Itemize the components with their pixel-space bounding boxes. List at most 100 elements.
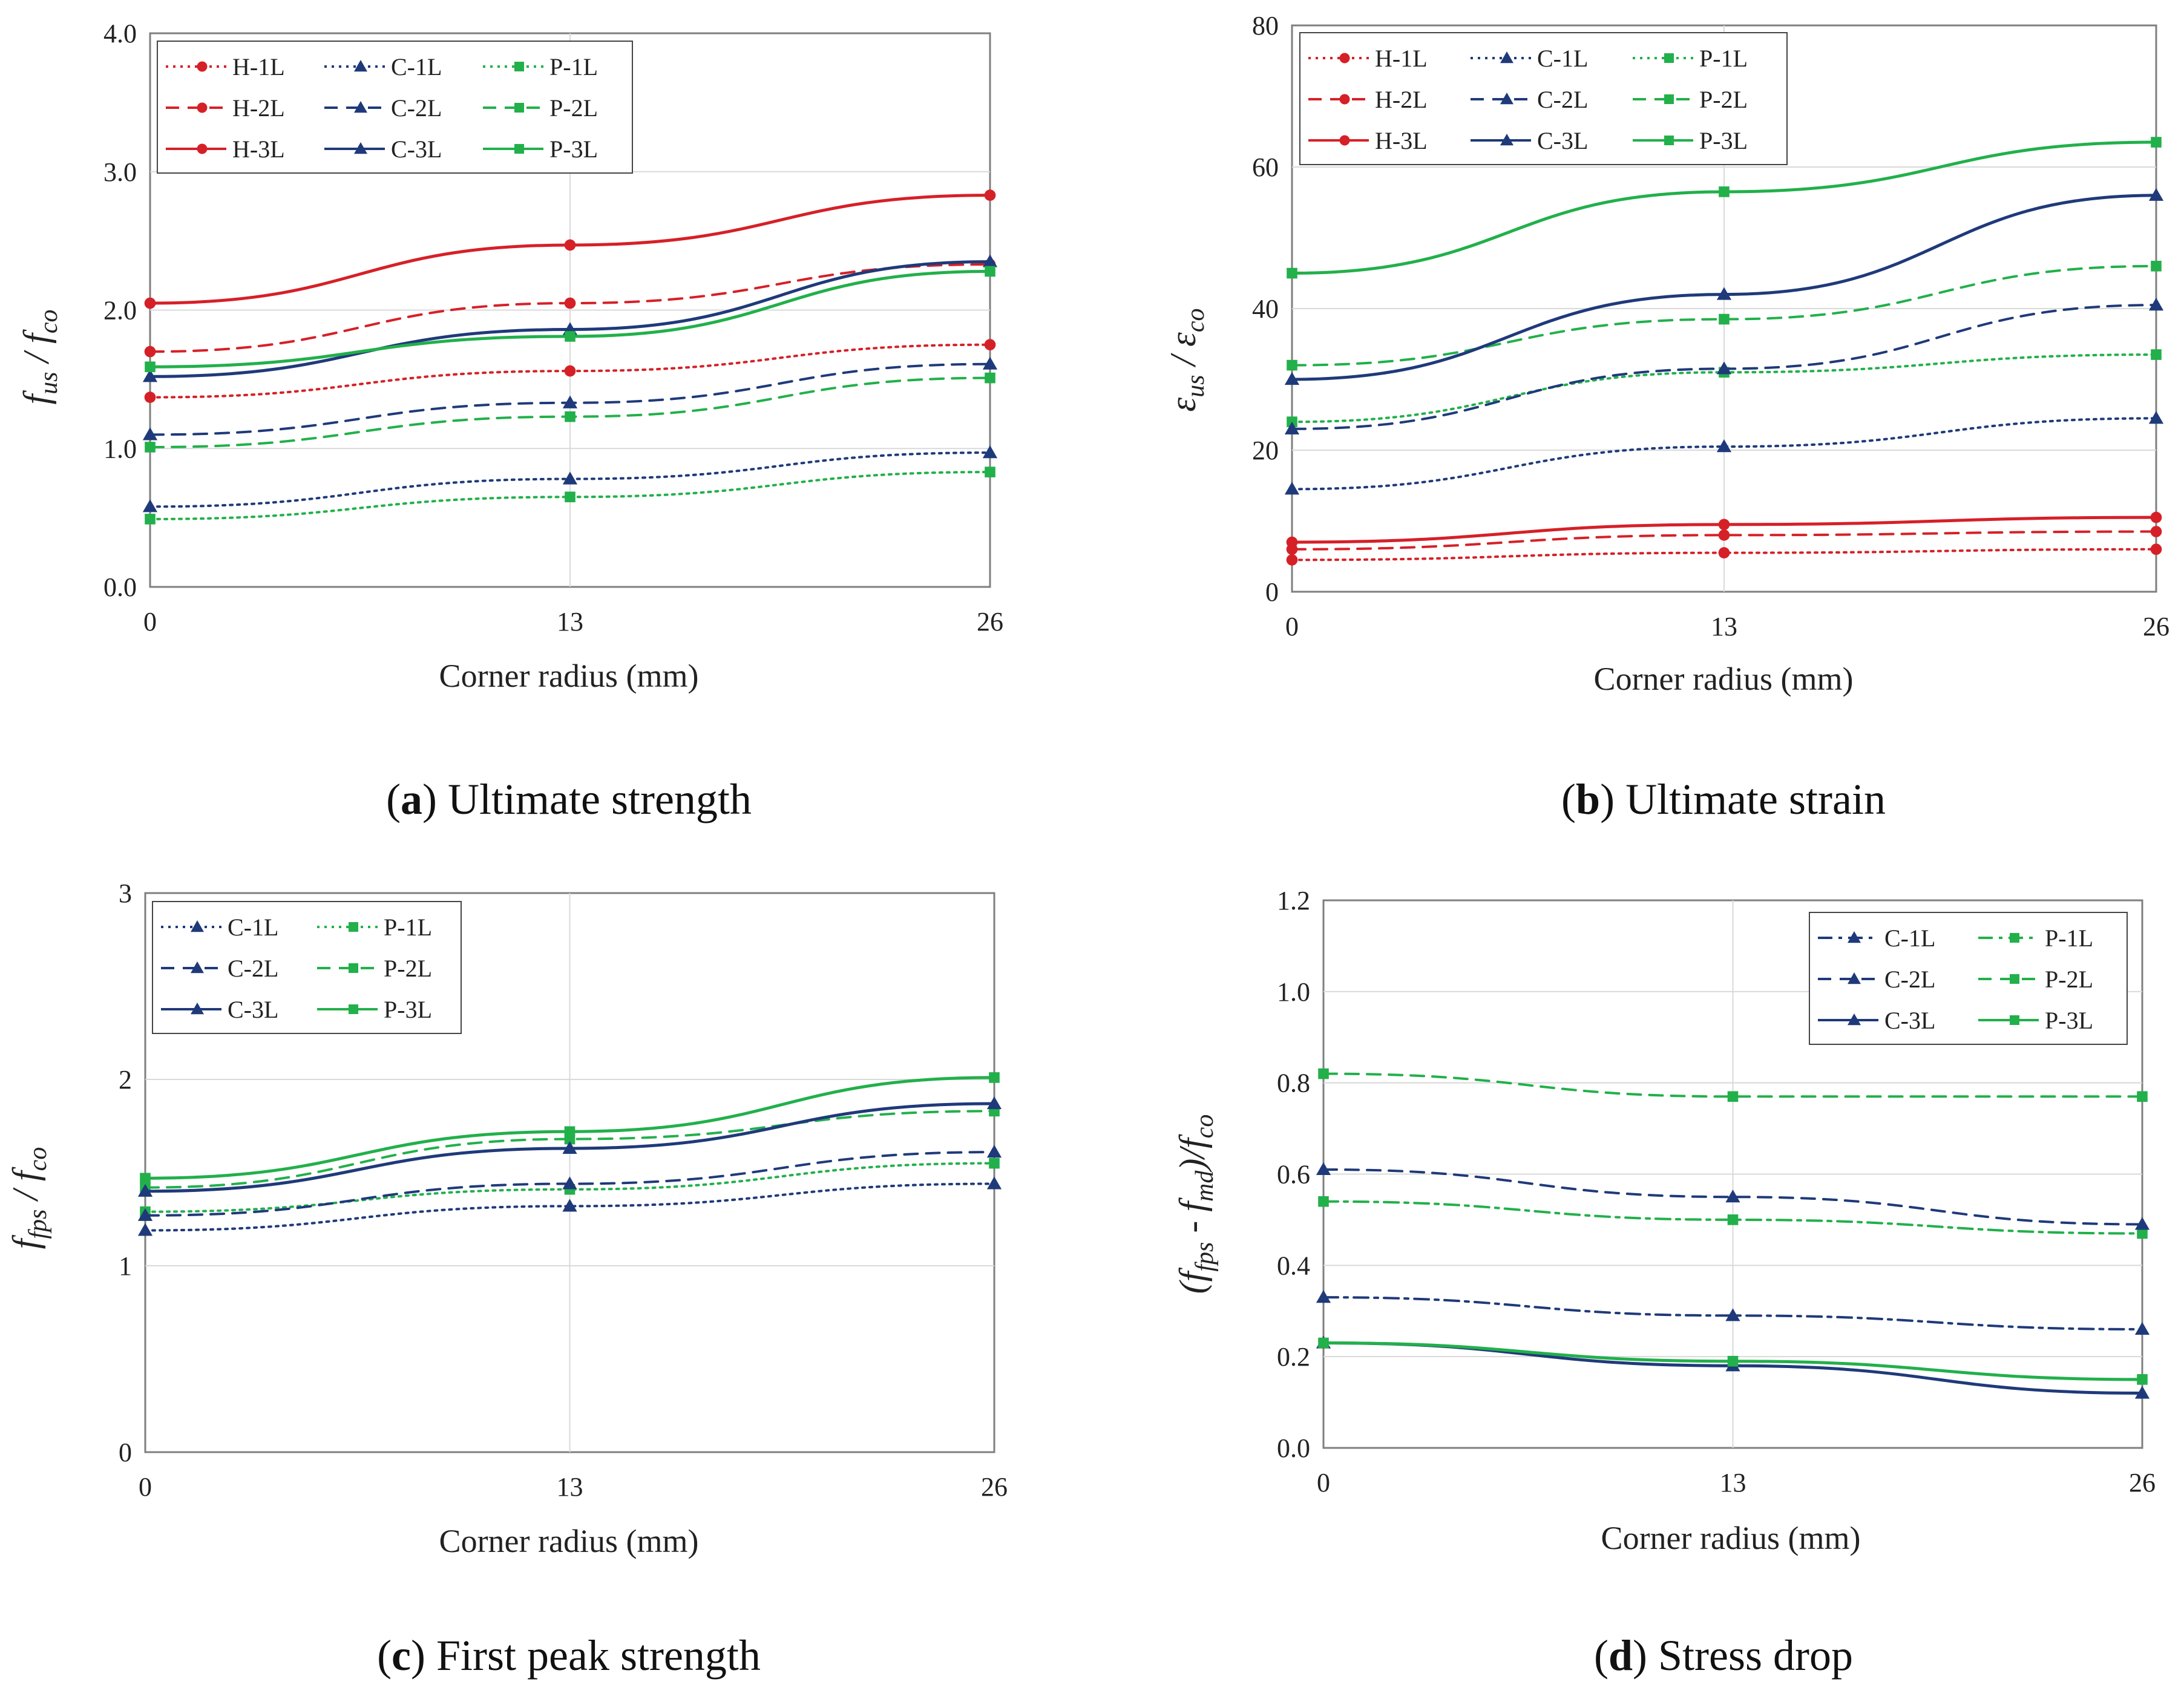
data-point: [565, 331, 576, 342]
y-label-subscript: md: [1191, 1170, 1219, 1202]
data-point: [2151, 349, 2162, 360]
legend-item: C-2L: [1471, 86, 1588, 113]
data-point: [1719, 186, 1730, 197]
caption-letter: b: [1576, 775, 1600, 823]
legend-label: C-3L: [1537, 127, 1588, 154]
series-c-1l: [1284, 411, 2164, 495]
legend: C-1L P-1L C-2L P-2L C-3L P-3L: [1809, 912, 2128, 1045]
data-point: [140, 1173, 151, 1184]
legend-marker: [1664, 53, 1674, 63]
panel-caption: (d) Stress drop: [1594, 1631, 1853, 1680]
series-line: [144, 1110, 995, 1189]
data-point: [1718, 547, 1730, 559]
legend-item: P-1L: [317, 914, 432, 941]
legend-item: C-1L: [1471, 45, 1588, 72]
data-point: [2134, 1321, 2150, 1335]
y-tick-label: 80: [1252, 11, 1279, 41]
data-point: [565, 411, 576, 422]
series-h-1l: [1286, 543, 2162, 566]
series-h-3l: [1286, 511, 2162, 548]
legend-label: H-2L: [232, 94, 285, 122]
x-axis-label: Corner radius (mm): [1594, 661, 1854, 697]
data-point: [982, 445, 998, 459]
panel-a-ultimate-strength: 0.0 1.0 2.0 3.0 4.0 0 13 26 Corner radius (mm) fu…: [16, 19, 1003, 823]
data-point: [1318, 1068, 1329, 1079]
legend-marker: [191, 1003, 204, 1015]
series-c-2l: [1316, 1162, 2150, 1230]
y-tick-label: 0.0: [1277, 1433, 1310, 1463]
legend-item: P-2L: [483, 94, 598, 122]
x-tick-label: 0: [143, 607, 157, 637]
data-point: [1727, 1091, 1739, 1102]
data-point: [984, 189, 996, 201]
data-point: [1727, 1355, 1739, 1367]
legend-marker: [349, 922, 358, 932]
legend-label: P-3L: [1699, 127, 1748, 154]
legend-marker: [1500, 51, 1513, 64]
legend-label: P-2L: [549, 94, 598, 122]
panel-d-stress-drop: 0.0 0.2 0.4 0.6 0.8 1.0 1.2 0 13 26 Corner radius …: [1172, 886, 2156, 1680]
series-c-2l: [142, 356, 998, 440]
series-line: [1322, 1200, 2143, 1235]
legend-marker: [1500, 93, 1513, 105]
series-c-3l: [137, 1096, 1002, 1197]
data-point: [1718, 519, 1730, 531]
legend-marker: [197, 61, 208, 72]
data-point: [562, 1176, 577, 1190]
y-tick-label: 0.8: [1277, 1069, 1310, 1098]
data-point: [985, 266, 995, 277]
data-point: [1287, 359, 1297, 371]
legend-marker: [2010, 1015, 2019, 1025]
data-point: [1284, 372, 1300, 385]
caption-paren: (: [1561, 775, 1576, 823]
caption-paren: ): [1600, 775, 1615, 823]
series-c-2l: [137, 1145, 1002, 1221]
legend-label: H-3L: [232, 136, 285, 163]
data-point: [1716, 287, 1732, 300]
data-point: [2148, 188, 2164, 201]
legend-label: H-1L: [232, 53, 285, 80]
data-point: [2148, 298, 2164, 311]
legend-marker: [1664, 136, 1674, 145]
x-tick-label: 26: [2129, 1468, 2156, 1498]
legend-marker: [1848, 1013, 1861, 1026]
legend-box: [1299, 32, 1788, 165]
legend-item: C-2L: [324, 94, 442, 122]
y-label-subscript: co: [1182, 309, 1210, 333]
y-axis-label: εus / εco: [1163, 309, 1210, 412]
y-label-part: /: [16, 344, 56, 372]
legend-marker: [514, 62, 524, 71]
data-point: [564, 239, 576, 251]
x-tick-label: 26: [2143, 612, 2169, 641]
data-point: [564, 365, 576, 377]
caption-letter: c: [392, 1631, 411, 1680]
legend-item: P-1L: [483, 53, 598, 80]
legend: H-1L C-1L P-1L H-2L C-2L P-2L H-3L C-3L P-3L: [157, 41, 633, 174]
legend-marker: [197, 102, 208, 113]
data-point: [2151, 137, 2162, 148]
legend-label: C-1L: [391, 53, 442, 80]
legend-box: [152, 901, 462, 1034]
legend-marker: [1848, 972, 1861, 984]
y-label-part: /: [5, 1181, 45, 1210]
data-point: [2137, 1374, 2148, 1385]
data-point: [2137, 1091, 2148, 1102]
x-axis-label: Corner radius (mm): [439, 1523, 699, 1559]
panel-caption: (b) Ultimate strain: [1561, 775, 1886, 823]
legend-item: P-2L: [1633, 86, 1748, 113]
y-tick-label: 0.6: [1277, 1160, 1310, 1190]
data-point: [142, 499, 158, 512]
legend-item: C-3L: [1471, 127, 1588, 154]
series-p-3l: [140, 1072, 1000, 1184]
caption-text: First peak strength: [436, 1631, 761, 1680]
legend-label: H-3L: [1375, 127, 1428, 154]
data-point: [137, 1223, 153, 1236]
data-point: [2150, 511, 2162, 523]
data-point: [1316, 1162, 1331, 1176]
series-c-1l: [1316, 1290, 2150, 1335]
series-p-2l: [1318, 1068, 2148, 1102]
data-point: [1286, 554, 1298, 566]
data-point: [982, 254, 998, 267]
panel-c-first-peak-strength: 0 1 2 3 0 13 26 Corner radius (mm) ffps / fco C-1…: [5, 879, 1008, 1680]
